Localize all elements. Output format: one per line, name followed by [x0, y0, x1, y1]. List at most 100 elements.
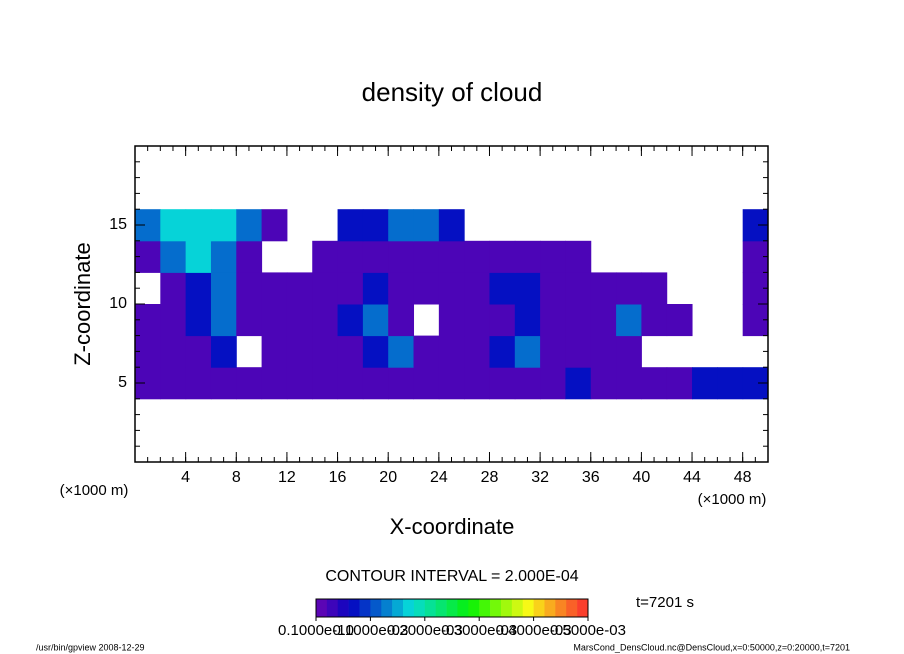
contour-cell — [413, 240, 440, 273]
contour-cell — [413, 272, 440, 305]
contour-cell — [160, 367, 187, 400]
contour-cell — [540, 272, 566, 305]
colorbar-step — [435, 599, 447, 617]
colorbar-step — [500, 599, 513, 617]
contour-cell — [185, 209, 212, 242]
contour-cell — [489, 240, 516, 273]
contour-cell — [160, 304, 187, 337]
contour-cell — [362, 272, 389, 305]
colorbar-step — [337, 599, 349, 617]
colorbar-tick-label: 0.1000e-10 — [278, 622, 354, 639]
x-tick-label: 20 — [379, 469, 397, 486]
x-tick-label: 40 — [633, 469, 651, 486]
contour-cell — [464, 335, 490, 368]
footer-left: /usr/bin/gpview 2008-12-29 — [36, 642, 145, 652]
colorbar-tick-label: 0.2000e-03 — [387, 622, 463, 639]
y-axis-label: Z-coordinate — [70, 242, 95, 366]
x-tick-label: 24 — [430, 469, 448, 486]
colorbar-tick-label: 0.5000e-03 — [550, 622, 626, 639]
contour-cell — [236, 209, 263, 242]
footer-right: MarsCond_DensCloud.nc@DensCloud,x=0:5000… — [573, 642, 850, 652]
x-tick-label: 4 — [181, 469, 190, 486]
contour-cell — [286, 367, 313, 400]
colorbar-tick-label: 0.4000e-03 — [496, 622, 572, 639]
contour-cell — [236, 367, 263, 400]
contour-cell — [565, 304, 592, 337]
contour-cell — [514, 272, 541, 305]
contour-cell — [464, 367, 490, 400]
contour-cell — [210, 335, 237, 368]
contour-cell — [210, 272, 237, 305]
contour-cell — [438, 240, 465, 273]
contour-cell — [514, 240, 541, 273]
colorbar-step — [381, 599, 393, 617]
x-tick-label: 48 — [734, 469, 752, 486]
contour-cell — [160, 272, 187, 305]
contour-cell — [565, 335, 592, 368]
contour-cell — [185, 240, 212, 273]
x-tick-label: 28 — [481, 469, 499, 486]
contour-cell — [286, 304, 313, 337]
colorbar-step — [555, 599, 567, 617]
y-tick-label: 10 — [109, 295, 127, 312]
contour-cell — [312, 240, 339, 273]
contour-cell — [337, 367, 364, 400]
x-tick-label: 32 — [531, 469, 549, 486]
colorbar-step — [522, 599, 534, 617]
contour-cell — [540, 240, 566, 273]
contour-cell — [236, 272, 263, 305]
x-tick-label: 12 — [278, 469, 296, 486]
contour-cell — [185, 367, 212, 400]
contour-cell — [337, 272, 364, 305]
contour-cell — [236, 304, 263, 337]
contour-cell — [666, 367, 693, 400]
time-label: t=7201 s — [636, 594, 694, 611]
colorbar-step — [359, 599, 371, 617]
colorbar-step — [457, 599, 469, 617]
contour-cell — [337, 209, 364, 242]
colorbar-step — [468, 599, 480, 617]
contour-cell — [641, 304, 668, 337]
contour-cell — [641, 272, 668, 305]
contour-cell — [261, 272, 288, 305]
colorbar-tick-label: 0.1000e-03 — [332, 622, 408, 639]
contour-cell — [514, 367, 541, 400]
x-tick-label: 44 — [683, 469, 701, 486]
y-tick-label: 5 — [118, 374, 127, 391]
contour-cell — [160, 240, 187, 273]
colorbar-step — [413, 599, 426, 617]
contour-cell — [261, 304, 288, 337]
contour-cell — [489, 335, 516, 368]
colorbar-step — [316, 599, 328, 617]
contour-cell — [590, 367, 617, 400]
contour-cell — [540, 367, 566, 400]
contour-cell — [362, 304, 389, 337]
contour-cell — [616, 367, 642, 400]
contour-cell — [236, 240, 263, 273]
colorbar-step — [424, 599, 436, 617]
colorbar-step — [403, 599, 415, 617]
contour-cell — [540, 304, 566, 337]
contour-cell — [362, 209, 389, 242]
chart-title: density of cloud — [362, 77, 543, 107]
colorbar-step — [370, 599, 382, 617]
contour-cell — [489, 304, 516, 337]
contour-cell — [514, 304, 541, 337]
colorbar-step — [511, 599, 524, 617]
contour-cell — [388, 335, 415, 368]
contour-cell — [540, 335, 566, 368]
colorbar-frame — [315, 598, 589, 618]
colorbar-step — [348, 599, 360, 617]
contour-cell — [337, 240, 364, 273]
contour-cell — [692, 367, 718, 400]
y-unit: (×1000 m) — [60, 482, 129, 499]
contour-cell — [413, 367, 440, 400]
contour-cell — [388, 272, 415, 305]
y-tick-label: 15 — [109, 216, 127, 233]
contour-cell — [438, 335, 465, 368]
contour-cell — [464, 240, 490, 273]
contour-cell — [185, 335, 212, 368]
contour-cell — [489, 272, 516, 305]
contour-cell — [590, 304, 617, 337]
